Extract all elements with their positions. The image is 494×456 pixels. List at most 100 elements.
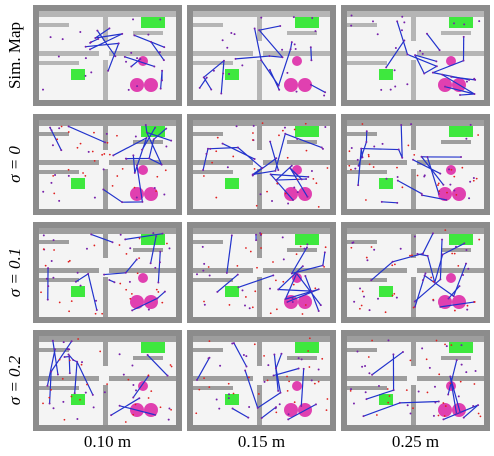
graph-node bbox=[455, 359, 458, 362]
wall bbox=[347, 61, 387, 65]
graph-node bbox=[91, 393, 94, 396]
graph-edge bbox=[261, 406, 277, 419]
wall bbox=[287, 31, 317, 35]
graph-node bbox=[58, 199, 61, 202]
graph-edge bbox=[199, 77, 208, 89]
graph-node bbox=[135, 258, 138, 261]
graph-node bbox=[42, 234, 45, 237]
wall bbox=[417, 51, 484, 56]
row-label: Sim. Map bbox=[5, 22, 24, 89]
noise-point bbox=[286, 375, 288, 378]
graph-node bbox=[268, 287, 271, 290]
noise-point bbox=[473, 383, 476, 385]
noise-point bbox=[93, 159, 96, 162]
wall bbox=[347, 23, 377, 27]
noise-point bbox=[67, 260, 70, 263]
magenta-object bbox=[446, 56, 456, 66]
noise-point bbox=[170, 408, 172, 411]
graph-node bbox=[295, 272, 298, 275]
graph-node bbox=[166, 374, 169, 377]
wall bbox=[347, 376, 407, 381]
wall bbox=[411, 336, 416, 366]
noise-point bbox=[53, 249, 55, 251]
graph-node bbox=[437, 192, 440, 195]
graph-node bbox=[292, 16, 295, 19]
noise-point bbox=[116, 175, 119, 177]
graph-edge bbox=[291, 264, 324, 275]
graph-edge bbox=[414, 278, 441, 302]
graph-node bbox=[310, 59, 313, 62]
graph-node bbox=[50, 181, 53, 184]
wall bbox=[39, 386, 79, 390]
graph-edge bbox=[107, 43, 120, 72]
noise-point bbox=[293, 401, 296, 404]
graph-node bbox=[227, 397, 230, 400]
graph-node bbox=[108, 27, 111, 30]
graph-node bbox=[365, 140, 368, 143]
noise-point bbox=[101, 153, 104, 156]
graph-node bbox=[307, 175, 310, 178]
magenta-object bbox=[138, 273, 148, 283]
noise-point bbox=[437, 414, 440, 417]
map-panel bbox=[341, 114, 490, 215]
noise-point bbox=[284, 192, 287, 195]
graph-node bbox=[356, 350, 359, 353]
magenta-object bbox=[284, 78, 298, 92]
graph-edge bbox=[291, 247, 308, 274]
graph-edge bbox=[459, 93, 475, 96]
graph-edge bbox=[381, 201, 398, 204]
graph-node bbox=[253, 27, 256, 30]
graph-node bbox=[413, 235, 416, 238]
graph-node bbox=[287, 413, 290, 416]
graph-node bbox=[445, 198, 448, 201]
wall bbox=[39, 376, 99, 381]
noise-point bbox=[67, 131, 70, 133]
noise-point bbox=[94, 312, 97, 315]
graph-node bbox=[147, 33, 150, 36]
noise-point bbox=[91, 150, 94, 153]
graph-edge bbox=[385, 40, 405, 68]
graph-node bbox=[449, 183, 452, 186]
noise-point bbox=[324, 246, 327, 249]
graph-node bbox=[428, 366, 431, 369]
graph-node bbox=[368, 372, 371, 375]
graph-node bbox=[161, 232, 164, 235]
magenta-object bbox=[144, 78, 158, 92]
graph-node bbox=[84, 74, 87, 77]
wall bbox=[193, 376, 253, 381]
graph-node bbox=[232, 342, 235, 345]
graph-edge bbox=[440, 301, 475, 308]
graph-node bbox=[275, 179, 278, 182]
map-panel bbox=[341, 5, 490, 106]
graph-node bbox=[68, 372, 71, 375]
graph-edge bbox=[370, 261, 394, 281]
graph-edge bbox=[124, 56, 155, 68]
graph-node bbox=[317, 368, 320, 371]
graph-node bbox=[112, 154, 115, 157]
graph-node bbox=[310, 169, 313, 172]
noise-point bbox=[252, 132, 254, 134]
graph-node bbox=[317, 288, 320, 291]
noise-point bbox=[286, 389, 289, 392]
graph-edge bbox=[442, 74, 475, 95]
graph-edge bbox=[148, 139, 155, 159]
graph-node bbox=[212, 69, 215, 72]
wall bbox=[39, 132, 69, 136]
graph-node bbox=[92, 406, 95, 409]
noise-point bbox=[147, 374, 150, 377]
noise-point bbox=[70, 300, 73, 303]
graph-node bbox=[236, 273, 239, 276]
graph-node bbox=[201, 245, 204, 248]
graph-node bbox=[119, 233, 122, 236]
graph-node bbox=[454, 245, 457, 248]
graph-node bbox=[163, 193, 166, 196]
graph-node bbox=[203, 303, 206, 306]
noise-point bbox=[455, 193, 458, 196]
green-region bbox=[295, 126, 319, 137]
wall bbox=[109, 376, 176, 381]
graph-node bbox=[274, 407, 277, 410]
noise-point bbox=[384, 311, 387, 314]
graph-node bbox=[291, 300, 294, 303]
noise-point bbox=[348, 164, 351, 167]
graph-node bbox=[371, 20, 374, 23]
